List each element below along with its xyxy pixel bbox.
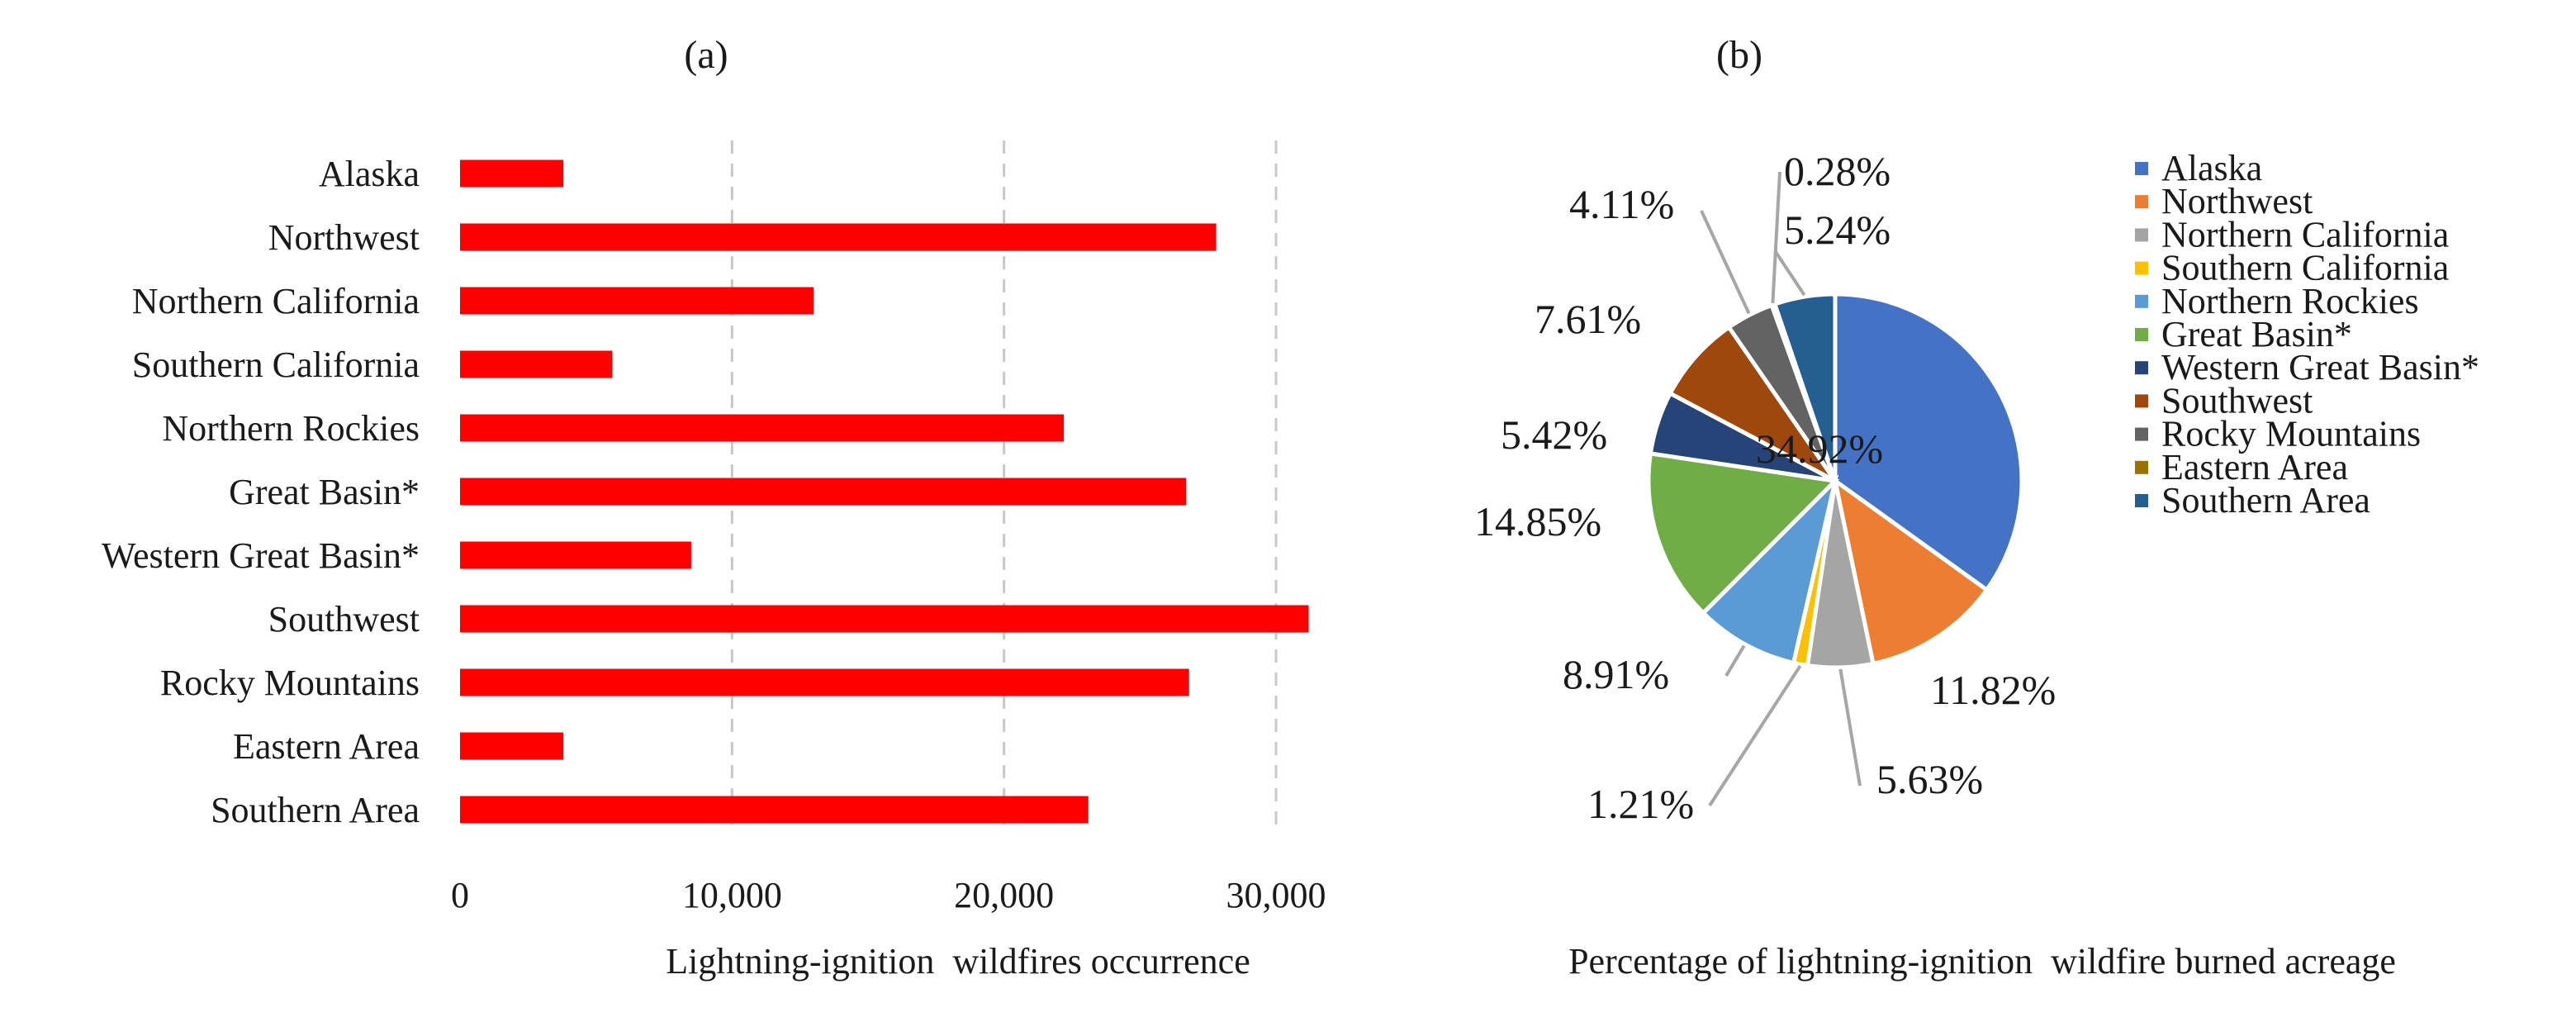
legend-swatch [2135,328,2148,341]
bar [460,541,691,569]
legend-entry: Alaska [2161,148,2262,188]
x-tick-label: 30,000 [1226,875,1326,915]
legend-swatch [2135,460,2148,474]
legend-swatch [2135,294,2148,308]
pie-slice [1833,292,2024,593]
pie-chart-slices [1646,292,2024,670]
legend-entry: Northwest [2161,181,2313,221]
pie-data-label: 8.91% [1563,651,1669,697]
leader-line [1724,644,1746,677]
legend-swatch [2135,361,2148,375]
pie-data-label: 11.82% [1930,667,2056,713]
pie-chart-data-labels: 34.92% 11.82% 5.63% 1.21% 8.91% 14.85% 5.42% 7.… [1474,148,2056,827]
legend-swatch [2135,494,2148,507]
bar [460,287,814,315]
pie-data-label: 14.85% [1474,498,1601,544]
category-label: Southwest [268,599,420,639]
legend-swatch [2135,427,2148,441]
category-label: Northern California [132,281,420,321]
legend-swatch [2135,228,2148,242]
leader-line [1838,668,1862,787]
category-label: Northwest [268,217,420,258]
bar-chart-panel: (a) Alaska Northwest Northern California So… [102,33,1326,982]
pie-data-label: 7.61% [1535,296,1641,342]
leader-line [1708,664,1802,807]
leader-line [1700,210,1751,315]
leader-line [1774,250,1806,297]
panel-b-label: (b) [1716,33,1762,77]
leader-line [1771,171,1781,304]
category-label: Southern California [132,345,420,385]
pie-slice [1772,292,1838,482]
bar [460,605,1309,633]
legend-entry: Southern California [2161,248,2449,288]
bar [460,732,564,760]
bar [460,796,1089,824]
bar [460,223,1217,251]
category-label: Rocky Mountains [160,663,420,703]
legend-swatch [2135,195,2148,209]
x-tick-label: 0 [451,875,469,915]
pie-data-label: 5.63% [1876,756,1983,802]
x-tick-label: 20,000 [954,875,1054,915]
panel-a-label: (a) [684,33,728,77]
legend-entry: Northern California [2161,214,2449,254]
legend-entry: Southwest [2161,380,2313,421]
bar-chart-bars [460,159,1309,824]
pie-slice [1832,476,1990,667]
bar [460,350,613,378]
bar [460,159,564,188]
bar-chart-category-labels: Alaska Northwest Northern California Southe… [102,154,420,830]
x-tick-label: 10,000 [682,875,782,915]
legend-swatch [2135,261,2148,275]
legend-entry: Great Basin* [2161,314,2352,354]
pie-data-label: 5.42% [1501,411,1607,458]
legend-swatch [2135,162,2148,175]
pie-data-label: 4.11% [1569,181,1674,227]
bar [460,668,1189,696]
legend-entry: Southern Area [2161,480,2370,521]
pie-chart-leader-lines [1700,171,1862,807]
legend-entry: Rocky Mountains [2161,414,2421,454]
bar [460,414,1065,442]
pie-data-label: 34.92% [1756,425,1883,472]
pie-chart-panel: (b) 34.92% 11.82% 5.63% 1.21% 8.91% 14.85% 5.4… [1474,33,2479,982]
pie-slice [1700,474,1839,666]
bar [460,478,1187,506]
pie-data-label: 5.24% [1784,207,1890,253]
category-label: Southern Area [211,790,420,830]
legend-swatch [2135,394,2148,408]
category-label: Alaska [319,154,420,194]
category-label: Eastern Area [233,726,420,767]
legend-entry: Western Great Basin* [2161,347,2479,387]
bar-chart-tick-labels: 0 10,000 20,000 30,000 [451,875,1326,915]
pie-data-label: 1.21% [1587,781,1694,827]
pie-slice [1646,451,1840,616]
category-label: Western Great Basin* [102,535,420,576]
category-label: Northern Rockies [162,408,420,449]
legend-entry: Eastern Area [2161,447,2348,487]
pie-data-label: 0.28% [1784,148,1890,194]
bar-chart-x-axis-title: Lightning-ignition wildfires occurrence [666,941,1250,982]
pie-chart-x-axis-title: Percentage of lightning-ignition wildfir… [1568,941,2396,982]
legend-entry: Northern Rockies [2161,281,2419,321]
category-label: Great Basin* [229,472,420,512]
